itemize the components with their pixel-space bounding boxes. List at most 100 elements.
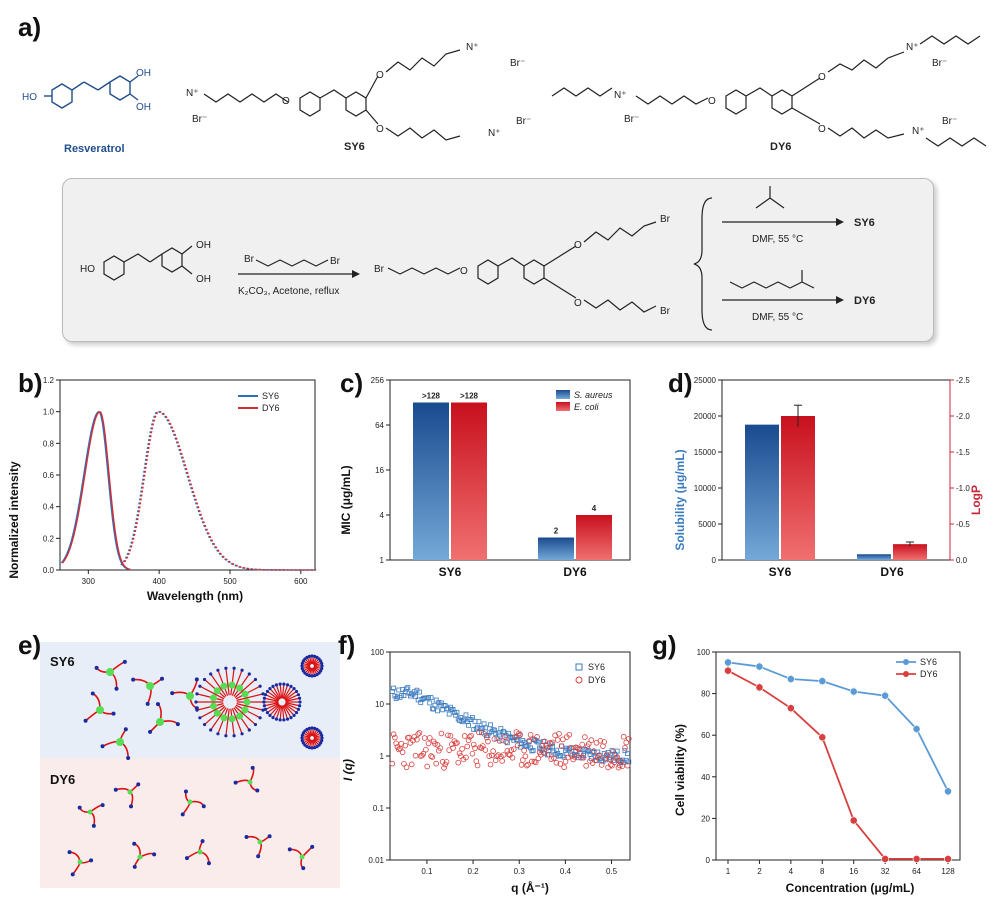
chart-f-point-dy6 [508,747,515,753]
micelle-head [294,689,299,694]
chart-f-legend-label: SY6 [588,662,605,672]
chart-g-point-DY6 [755,683,764,692]
chart-f-point-dy6 [625,735,632,742]
chart-f-point-dy6 [561,764,567,771]
chart-f-point-sy6 [391,685,396,691]
chart-f-point-dy6 [516,730,522,737]
chart-c-ytick-label: 64 [375,421,384,430]
amphiphile [131,676,164,706]
chart-f-point-dy6 [425,740,432,747]
core [116,738,124,746]
chart-f-legend-swatch [575,663,583,671]
core [187,799,193,805]
chart-f-point-dy6 [510,746,517,752]
chart-g-ytick-label: 20 [701,814,710,823]
panel-label-e: e) [18,630,42,660]
micelle-head [232,666,236,670]
sy6-br-top: Br⁻ [510,58,525,69]
chart-f-point-dy6 [479,743,486,749]
chart-f-point-dy6 [553,759,560,766]
chart-g-xtick-label: 16 [849,867,858,876]
chart-f-point-dy6 [410,737,416,744]
chart-f-point-dy6 [520,757,526,763]
chart-f-point-sy6 [454,709,460,715]
chart-f-point-sy6 [462,716,468,722]
head-group [287,847,292,852]
micelle-tail [285,702,300,707]
micelle-tail [285,694,299,702]
chart-f-point-dy6 [566,731,573,738]
micelle-head [320,664,324,668]
chart-f-point-sy6 [529,748,535,754]
chart-f-point-dy6 [514,742,521,749]
micelle-head [310,654,314,658]
head-group [100,744,105,749]
chart-f-point-sy6 [426,695,431,700]
chart-f-point-sy6 [463,712,469,718]
micelle-core [220,714,228,722]
micelle-head [278,718,282,722]
chart-f-xtick-label: 0.5 [606,867,618,876]
micelle [262,682,302,722]
chart-f-point-dy6 [500,752,507,758]
micelle-tail [275,705,282,720]
micelle-head [296,707,301,711]
chart-c-bar-label: >128 [422,392,441,401]
chart-f-point-sy6 [453,712,459,718]
head-group [100,803,105,808]
chart-f-point-dy6 [458,753,464,759]
head-group [114,686,119,691]
amphiphile [132,841,157,869]
chart-f-point-sy6 [439,700,444,706]
chart-g-ytick-label: 60 [701,731,710,740]
core [257,839,263,845]
micelle-head [310,746,314,750]
chart-f-point-dy6 [512,734,518,740]
micelle-head [305,727,309,731]
head-group [200,839,205,844]
micelle-head [271,715,275,720]
chart-d-category-label: DY6 [880,565,904,579]
chart-f-point-sy6 [405,685,411,690]
chart-f-point-sy6 [538,746,544,752]
chart-f-point-sy6 [590,749,596,755]
dy6-o-1: O [708,96,716,107]
micelle-head [300,738,304,743]
micelle-tail [283,704,295,716]
chart-f-point-dy6 [392,734,398,741]
chart-g-point-SY6 [818,677,827,686]
head-group [126,756,131,761]
chart-b-absorption-DY6 [61,411,131,571]
chart-f-point-dy6 [454,740,460,746]
micelle-head [320,733,324,738]
chart-g-point-SY6 [786,675,795,683]
chart-f-point-sy6 [476,719,482,725]
head-group [155,702,160,707]
micelle-head [296,693,301,697]
chart-f-xtick-label: 0.3 [514,867,526,876]
micelle-head [319,731,323,735]
dy6-o-3: O [818,124,826,135]
micelle-head [305,655,309,659]
chart-f-point-dy6 [624,762,631,769]
int-o-2: O [574,240,582,251]
micelle-tail [279,684,283,699]
micelle-head [247,672,251,676]
core [299,854,305,860]
head-group [256,854,261,859]
chart-f-point-dy6 [491,736,498,742]
micelle-head [320,666,324,671]
chart-f-point-sy6 [460,717,466,723]
core [247,779,253,785]
amphiphile [67,850,94,877]
amphiphile [83,691,116,723]
chart-f-point-dy6 [525,761,531,768]
micelle-head [320,738,324,743]
sy6-nplus-left: N⁺ [186,88,199,99]
micelle-tail [234,679,256,698]
chart-f-point-dy6 [499,758,505,764]
micelle-head [209,672,213,676]
chart-f-point-dy6 [490,748,496,754]
micelle-tail [264,697,279,702]
micelle-core [228,715,236,723]
